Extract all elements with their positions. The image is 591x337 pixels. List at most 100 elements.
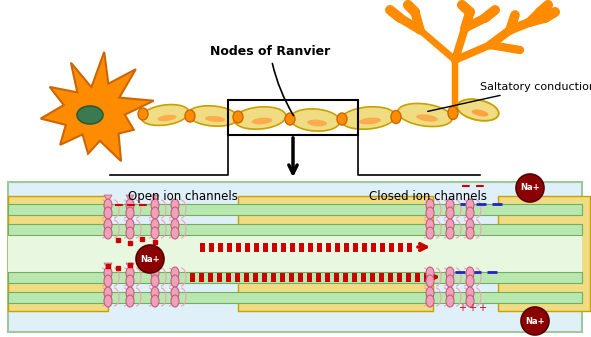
Ellipse shape — [233, 111, 243, 123]
Polygon shape — [104, 195, 112, 202]
Bar — [190, 273, 195, 282]
Bar — [235, 273, 240, 282]
Bar — [334, 273, 339, 282]
Polygon shape — [126, 195, 134, 202]
Ellipse shape — [426, 287, 434, 299]
Bar — [379, 273, 384, 282]
Ellipse shape — [340, 107, 395, 129]
Bar — [8, 292, 582, 303]
Ellipse shape — [426, 275, 434, 287]
Bar — [208, 273, 213, 282]
Bar — [290, 243, 295, 252]
Text: Na+: Na+ — [525, 316, 545, 326]
Polygon shape — [104, 263, 112, 270]
Ellipse shape — [446, 219, 454, 231]
Bar — [280, 273, 285, 282]
Ellipse shape — [285, 113, 295, 125]
Ellipse shape — [472, 110, 488, 116]
Bar — [326, 243, 331, 252]
Ellipse shape — [141, 104, 189, 125]
Ellipse shape — [466, 267, 474, 279]
Ellipse shape — [457, 99, 499, 121]
Bar — [498, 196, 590, 311]
Ellipse shape — [391, 111, 401, 123]
Ellipse shape — [171, 227, 179, 239]
Ellipse shape — [151, 219, 159, 231]
Ellipse shape — [126, 199, 134, 211]
Polygon shape — [126, 263, 134, 270]
Ellipse shape — [446, 267, 454, 279]
Ellipse shape — [104, 227, 112, 239]
Bar — [272, 243, 277, 252]
Ellipse shape — [171, 295, 179, 307]
Text: Na+: Na+ — [520, 184, 540, 192]
Bar — [228, 100, 358, 135]
Ellipse shape — [171, 275, 179, 287]
Polygon shape — [41, 52, 154, 161]
Ellipse shape — [472, 110, 488, 116]
Ellipse shape — [446, 287, 454, 299]
Ellipse shape — [466, 207, 474, 219]
Bar — [362, 243, 367, 252]
Ellipse shape — [171, 199, 179, 211]
Circle shape — [516, 174, 544, 202]
Bar — [289, 273, 294, 282]
Bar — [308, 243, 313, 252]
Ellipse shape — [426, 219, 434, 231]
Ellipse shape — [307, 120, 327, 126]
Bar — [397, 273, 402, 282]
Ellipse shape — [151, 199, 159, 211]
Ellipse shape — [171, 267, 179, 279]
Bar — [244, 273, 249, 282]
Bar — [217, 273, 222, 282]
Bar — [262, 273, 267, 282]
Ellipse shape — [151, 227, 159, 239]
Bar — [316, 273, 321, 282]
Ellipse shape — [426, 295, 434, 307]
Ellipse shape — [104, 267, 112, 279]
Ellipse shape — [234, 107, 286, 129]
Ellipse shape — [104, 207, 112, 219]
Bar — [361, 273, 366, 282]
Ellipse shape — [185, 110, 195, 122]
Bar — [281, 243, 286, 252]
Bar — [263, 243, 268, 252]
Bar — [344, 243, 349, 252]
Bar — [8, 196, 108, 311]
Bar — [370, 273, 375, 282]
Ellipse shape — [171, 219, 179, 231]
Ellipse shape — [466, 287, 474, 299]
Bar — [424, 273, 429, 282]
Polygon shape — [151, 263, 159, 270]
Bar — [389, 243, 394, 252]
Circle shape — [521, 307, 549, 335]
Ellipse shape — [188, 106, 238, 126]
Text: +: + — [478, 303, 486, 313]
Ellipse shape — [171, 207, 179, 219]
Bar — [406, 273, 411, 282]
Ellipse shape — [104, 275, 112, 287]
Ellipse shape — [104, 295, 112, 307]
Ellipse shape — [151, 287, 159, 299]
Ellipse shape — [446, 295, 454, 307]
Ellipse shape — [359, 118, 381, 124]
Bar — [371, 243, 376, 252]
Ellipse shape — [426, 227, 434, 239]
Ellipse shape — [205, 116, 225, 122]
Ellipse shape — [104, 199, 112, 211]
Bar — [398, 243, 403, 252]
Ellipse shape — [466, 219, 474, 231]
Polygon shape — [151, 195, 159, 202]
Ellipse shape — [126, 267, 134, 279]
Bar — [200, 243, 205, 252]
Bar — [254, 243, 259, 252]
Ellipse shape — [126, 275, 134, 287]
Bar — [388, 273, 393, 282]
Bar — [236, 243, 241, 252]
Text: Open ion channels: Open ion channels — [128, 190, 238, 203]
Text: +: + — [458, 303, 466, 313]
Ellipse shape — [138, 108, 148, 120]
Text: +: + — [468, 303, 476, 313]
Bar — [407, 243, 412, 252]
Text: Closed ion channels: Closed ion channels — [369, 190, 487, 203]
